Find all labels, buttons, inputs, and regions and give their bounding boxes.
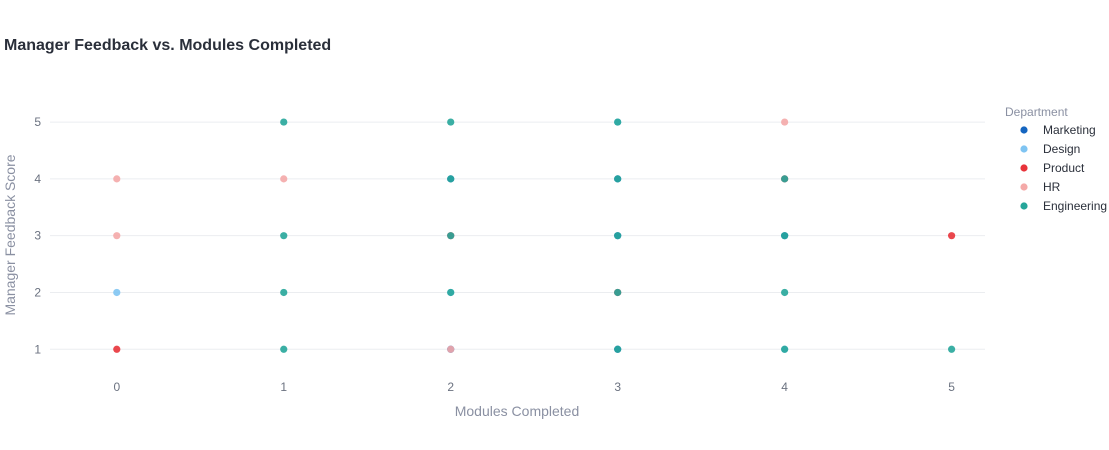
data-point[interactable]: [781, 175, 789, 183]
tick-layer: 1 2 3 4 5 0 1 2 3 4 5: [34, 115, 955, 394]
data-point[interactable]: [447, 288, 455, 297]
data-point[interactable]: [948, 232, 956, 240]
grid-layer: [50, 121, 985, 350]
x-tick-label: 5: [948, 380, 955, 394]
data-point[interactable]: [280, 288, 288, 297]
legend-label: Engineering: [1043, 199, 1107, 213]
data-point[interactable]: [781, 232, 789, 240]
legend-item-marketing[interactable]: Marketing: [1020, 123, 1096, 137]
data-point[interactable]: [781, 118, 789, 126]
y-tick-label: 3: [34, 229, 41, 243]
legend-item-product[interactable]: Product: [1020, 161, 1085, 175]
series-engineering: [280, 118, 956, 353]
x-tick-label: 1: [280, 380, 287, 394]
data-point[interactable]: [614, 288, 622, 297]
legend-item-hr[interactable]: HR: [1020, 180, 1061, 194]
data-point[interactable]: [447, 175, 455, 183]
legend-item-design[interactable]: Design: [1020, 142, 1080, 156]
legend-marker: [1020, 164, 1028, 172]
data-point[interactable]: [614, 232, 622, 240]
x-tick-label: 3: [614, 380, 621, 394]
data-point[interactable]: [280, 232, 288, 240]
y-tick-label: 5: [34, 115, 41, 129]
y-tick-label: 4: [34, 172, 41, 186]
point-layer: [113, 118, 956, 353]
legend-marker: [1020, 145, 1028, 153]
legend-label: Marketing: [1043, 123, 1096, 137]
y-tick-label: 1: [34, 342, 41, 356]
data-point[interactable]: [280, 118, 288, 126]
data-point[interactable]: [447, 118, 455, 126]
data-point[interactable]: [781, 345, 789, 353]
legend[interactable]: Department Marketing Design Product HR Engin…: [1005, 105, 1107, 213]
legend-label: Product: [1043, 161, 1085, 175]
legend-title: Department: [1005, 105, 1068, 119]
series-marketing: [447, 175, 789, 353]
chart-title: Manager Feedback vs. Modules Completed: [4, 37, 331, 54]
data-point[interactable]: [113, 175, 121, 183]
data-point[interactable]: [614, 175, 622, 183]
y-axis-title: Manager Feedback Score: [2, 154, 18, 315]
data-point[interactable]: [113, 232, 121, 240]
x-tick-label: 2: [447, 380, 454, 394]
data-point[interactable]: [447, 232, 455, 240]
legend-marker: [1020, 183, 1028, 191]
data-point[interactable]: [614, 118, 622, 126]
data-point[interactable]: [447, 345, 455, 353]
legend-label: Design: [1043, 142, 1080, 156]
legend-marker: [1020, 126, 1028, 134]
data-point[interactable]: [113, 345, 121, 353]
series-hr: [113, 118, 789, 353]
data-point[interactable]: [614, 345, 622, 353]
x-tick-label: 4: [781, 380, 788, 394]
data-point[interactable]: [948, 345, 956, 353]
legend-item-engineering[interactable]: Engineering: [1020, 199, 1107, 213]
legend-label: HR: [1043, 180, 1061, 194]
x-tick-label: 0: [113, 380, 120, 394]
data-point[interactable]: [280, 345, 288, 353]
data-point[interactable]: [280, 175, 288, 183]
data-point[interactable]: [113, 288, 121, 297]
data-point[interactable]: [781, 288, 789, 297]
y-tick-label: 2: [34, 285, 41, 299]
x-axis-title: Modules Completed: [455, 403, 580, 419]
legend-marker: [1020, 202, 1028, 210]
series-product: [113, 175, 956, 353]
